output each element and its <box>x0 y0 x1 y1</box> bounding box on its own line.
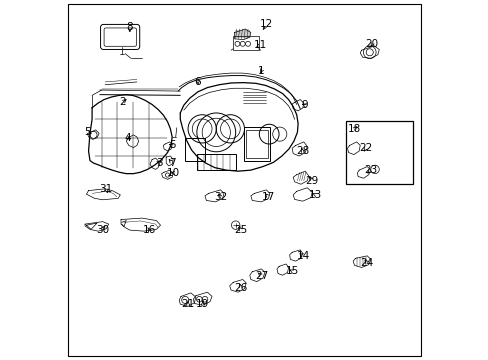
Text: 15: 15 <box>285 266 298 276</box>
Text: 16: 16 <box>142 225 156 235</box>
Text: 1: 1 <box>258 66 264 76</box>
Text: 13: 13 <box>308 190 322 200</box>
Text: 21: 21 <box>181 299 194 309</box>
Text: 18: 18 <box>347 124 361 134</box>
Bar <box>244 127 270 161</box>
Text: 2: 2 <box>119 98 126 107</box>
Bar <box>346 121 412 184</box>
Text: 29: 29 <box>305 176 318 186</box>
Text: 5: 5 <box>84 127 91 138</box>
Text: 8: 8 <box>126 22 133 32</box>
Text: 23: 23 <box>364 165 377 175</box>
Text: 25: 25 <box>234 225 247 235</box>
Text: 12: 12 <box>259 19 272 29</box>
Bar <box>185 138 204 161</box>
Text: 30: 30 <box>96 225 109 235</box>
Bar <box>246 130 267 158</box>
Text: 27: 27 <box>254 271 267 281</box>
Text: 7: 7 <box>168 158 175 168</box>
Text: 19: 19 <box>196 299 209 309</box>
Text: 5: 5 <box>168 140 175 150</box>
Text: 6: 6 <box>194 77 201 87</box>
Text: 17: 17 <box>262 192 275 202</box>
Text: 32: 32 <box>213 192 226 202</box>
Text: 14: 14 <box>297 251 310 261</box>
Text: 9: 9 <box>301 100 308 110</box>
Text: 10: 10 <box>166 168 180 178</box>
Text: 24: 24 <box>360 258 373 268</box>
Bar <box>197 154 235 170</box>
Text: 3: 3 <box>156 158 162 168</box>
Text: 4: 4 <box>124 133 130 143</box>
Text: 20: 20 <box>365 39 378 49</box>
Text: 28: 28 <box>295 146 309 156</box>
Text: 11: 11 <box>253 40 266 50</box>
Text: 31: 31 <box>100 184 113 194</box>
Bar <box>233 36 258 50</box>
Text: 22: 22 <box>359 143 372 153</box>
Text: 26: 26 <box>234 283 247 293</box>
